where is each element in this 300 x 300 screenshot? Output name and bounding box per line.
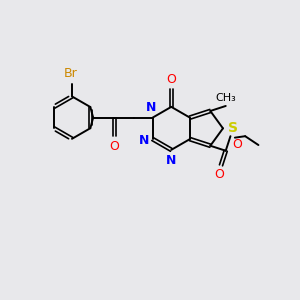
Text: O: O [232,138,242,151]
Text: CH₃: CH₃ [215,93,236,103]
Text: O: O [110,140,119,153]
Text: Br: Br [64,67,77,80]
Text: O: O [214,168,224,181]
Text: N: N [166,154,176,167]
Text: N: N [146,101,156,114]
Text: O: O [166,73,176,86]
Text: N: N [139,134,149,147]
Text: S: S [228,122,238,135]
